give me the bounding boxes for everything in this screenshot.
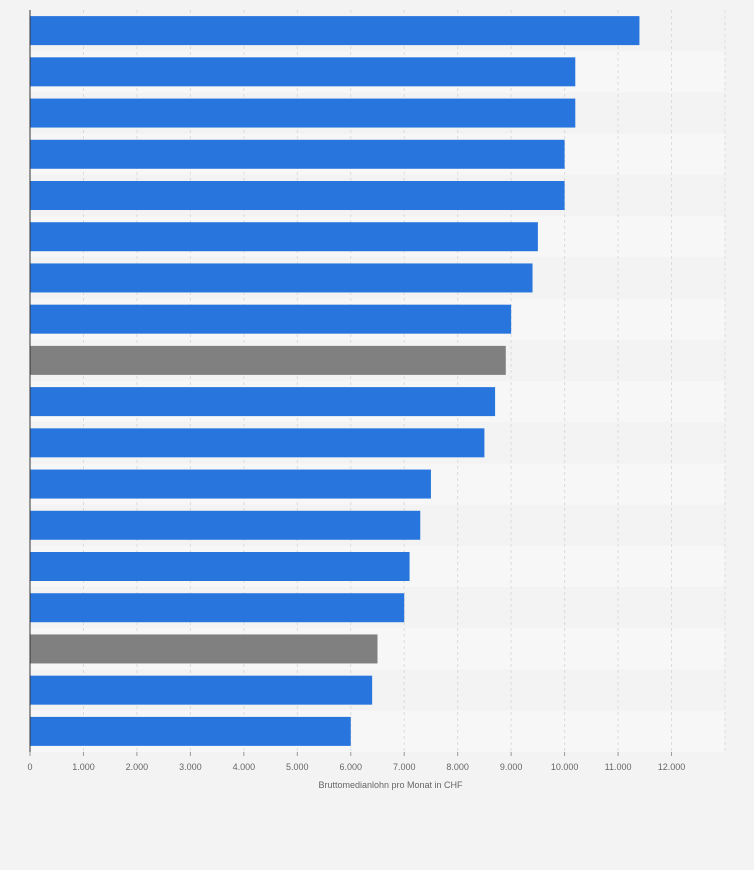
bar bbox=[30, 469, 431, 499]
bar bbox=[30, 675, 373, 705]
bar bbox=[30, 16, 640, 46]
bar bbox=[30, 428, 485, 458]
bar bbox=[30, 181, 565, 210]
bar bbox=[30, 634, 378, 664]
tick-label: 9.000 bbox=[500, 762, 523, 772]
tick-label: 8.000 bbox=[446, 762, 469, 772]
x-axis-ticks: 0 1.000 2.000 3.000 4.000 5.000 6.000 7.000 8.00… bbox=[27, 752, 685, 772]
tick-label: 11.000 bbox=[605, 762, 632, 772]
tick-label: 5.000 bbox=[286, 762, 309, 772]
tick-label: 6.000 bbox=[339, 762, 362, 772]
tick-label: 4.000 bbox=[233, 762, 256, 772]
bar bbox=[30, 57, 576, 87]
tick-label: 10.000 bbox=[551, 762, 579, 772]
bar bbox=[30, 510, 421, 540]
bar bbox=[30, 222, 538, 252]
tick-label: 2.000 bbox=[126, 762, 149, 772]
bar bbox=[30, 263, 533, 293]
gridlines bbox=[82, 10, 726, 752]
tick-label: 0 bbox=[27, 762, 32, 772]
tick-label: 12.000 bbox=[658, 762, 686, 772]
bar bbox=[30, 552, 410, 581]
bar bbox=[30, 387, 496, 417]
bar bbox=[30, 304, 512, 334]
bar bbox=[30, 345, 506, 375]
bar bbox=[30, 593, 405, 623]
tick-label: 1.000 bbox=[72, 762, 95, 772]
bar bbox=[30, 98, 576, 128]
bars bbox=[30, 16, 640, 746]
bar bbox=[30, 139, 565, 169]
tick-label: 3.000 bbox=[179, 762, 202, 772]
tick-label: 7.000 bbox=[393, 762, 416, 772]
bar bbox=[30, 716, 351, 746]
x-axis-title: Bruttomedianlohn pro Monat in CHF bbox=[318, 780, 463, 790]
